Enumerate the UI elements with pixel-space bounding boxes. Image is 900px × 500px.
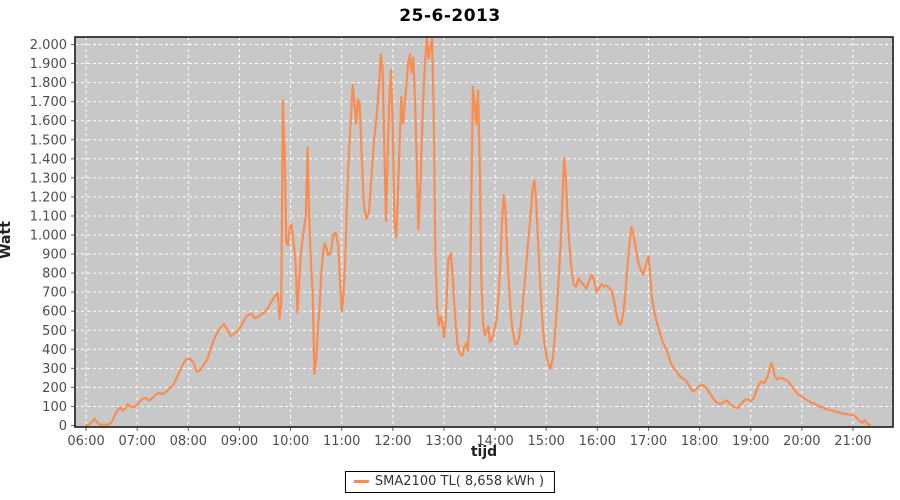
y-tick-label: 1.400 xyxy=(30,152,67,167)
y-tick-label: 300 xyxy=(42,362,67,377)
y-tick-label: 1.600 xyxy=(30,114,67,129)
x-tick-label: 14:00 xyxy=(476,434,513,449)
x-tick-label: 18:00 xyxy=(681,434,718,449)
x-tick-label: 12:00 xyxy=(374,434,411,449)
y-tick-label: 400 xyxy=(42,343,67,358)
x-tick-label: 17:00 xyxy=(630,434,667,449)
x-tick-label: 13:00 xyxy=(425,434,462,449)
x-tick-label: 10:00 xyxy=(272,434,309,449)
y-tick-label: 1.800 xyxy=(30,76,67,91)
x-tick-label: 21:00 xyxy=(834,434,871,449)
y-tick-label: 1.000 xyxy=(30,229,67,244)
x-tick-label: 20:00 xyxy=(783,434,820,449)
x-tick-label: 09:00 xyxy=(221,434,258,449)
y-tick-label: 200 xyxy=(42,381,67,396)
chart-title: 25-6-2013 xyxy=(399,6,501,26)
x-tick-label: 16:00 xyxy=(579,434,616,449)
y-axis-label: Watt xyxy=(0,221,14,259)
y-tick-label: 1.700 xyxy=(30,95,67,110)
legend-line-swatch xyxy=(353,480,369,483)
y-tick-label: 700 xyxy=(42,286,67,301)
x-axis-label: tijd xyxy=(470,444,498,460)
y-tick-label: 800 xyxy=(42,267,67,282)
y-tick-label: 1.300 xyxy=(30,171,67,186)
y-tick-label: 1.900 xyxy=(30,57,67,72)
x-tick-label: 07:00 xyxy=(118,434,155,449)
y-tick-label: 500 xyxy=(42,324,67,339)
y-tick-label: 1.500 xyxy=(30,133,67,148)
legend-label: SMA2100 TL( 8,658 kWh ) xyxy=(374,474,545,489)
y-tick-label: 1.100 xyxy=(30,209,67,224)
x-tick-label: 06:00 xyxy=(67,434,104,449)
y-tick-label: 0 xyxy=(59,419,67,434)
series-line xyxy=(84,36,872,427)
y-tick-label: 1.200 xyxy=(30,190,67,205)
x-tick-label: 19:00 xyxy=(732,434,769,449)
y-tick-label: 2.000 xyxy=(30,38,67,53)
x-tick-label: 08:00 xyxy=(170,434,207,449)
y-tick-label: 900 xyxy=(42,248,67,263)
x-tick-label: 15:00 xyxy=(527,434,564,449)
plot-border xyxy=(74,36,894,428)
x-tick-label: 11:00 xyxy=(323,434,360,449)
y-tick-label: 100 xyxy=(42,400,67,415)
legend: SMA2100 TL( 8,658 kWh ) xyxy=(344,471,556,493)
y-tick-label: 600 xyxy=(42,305,67,320)
